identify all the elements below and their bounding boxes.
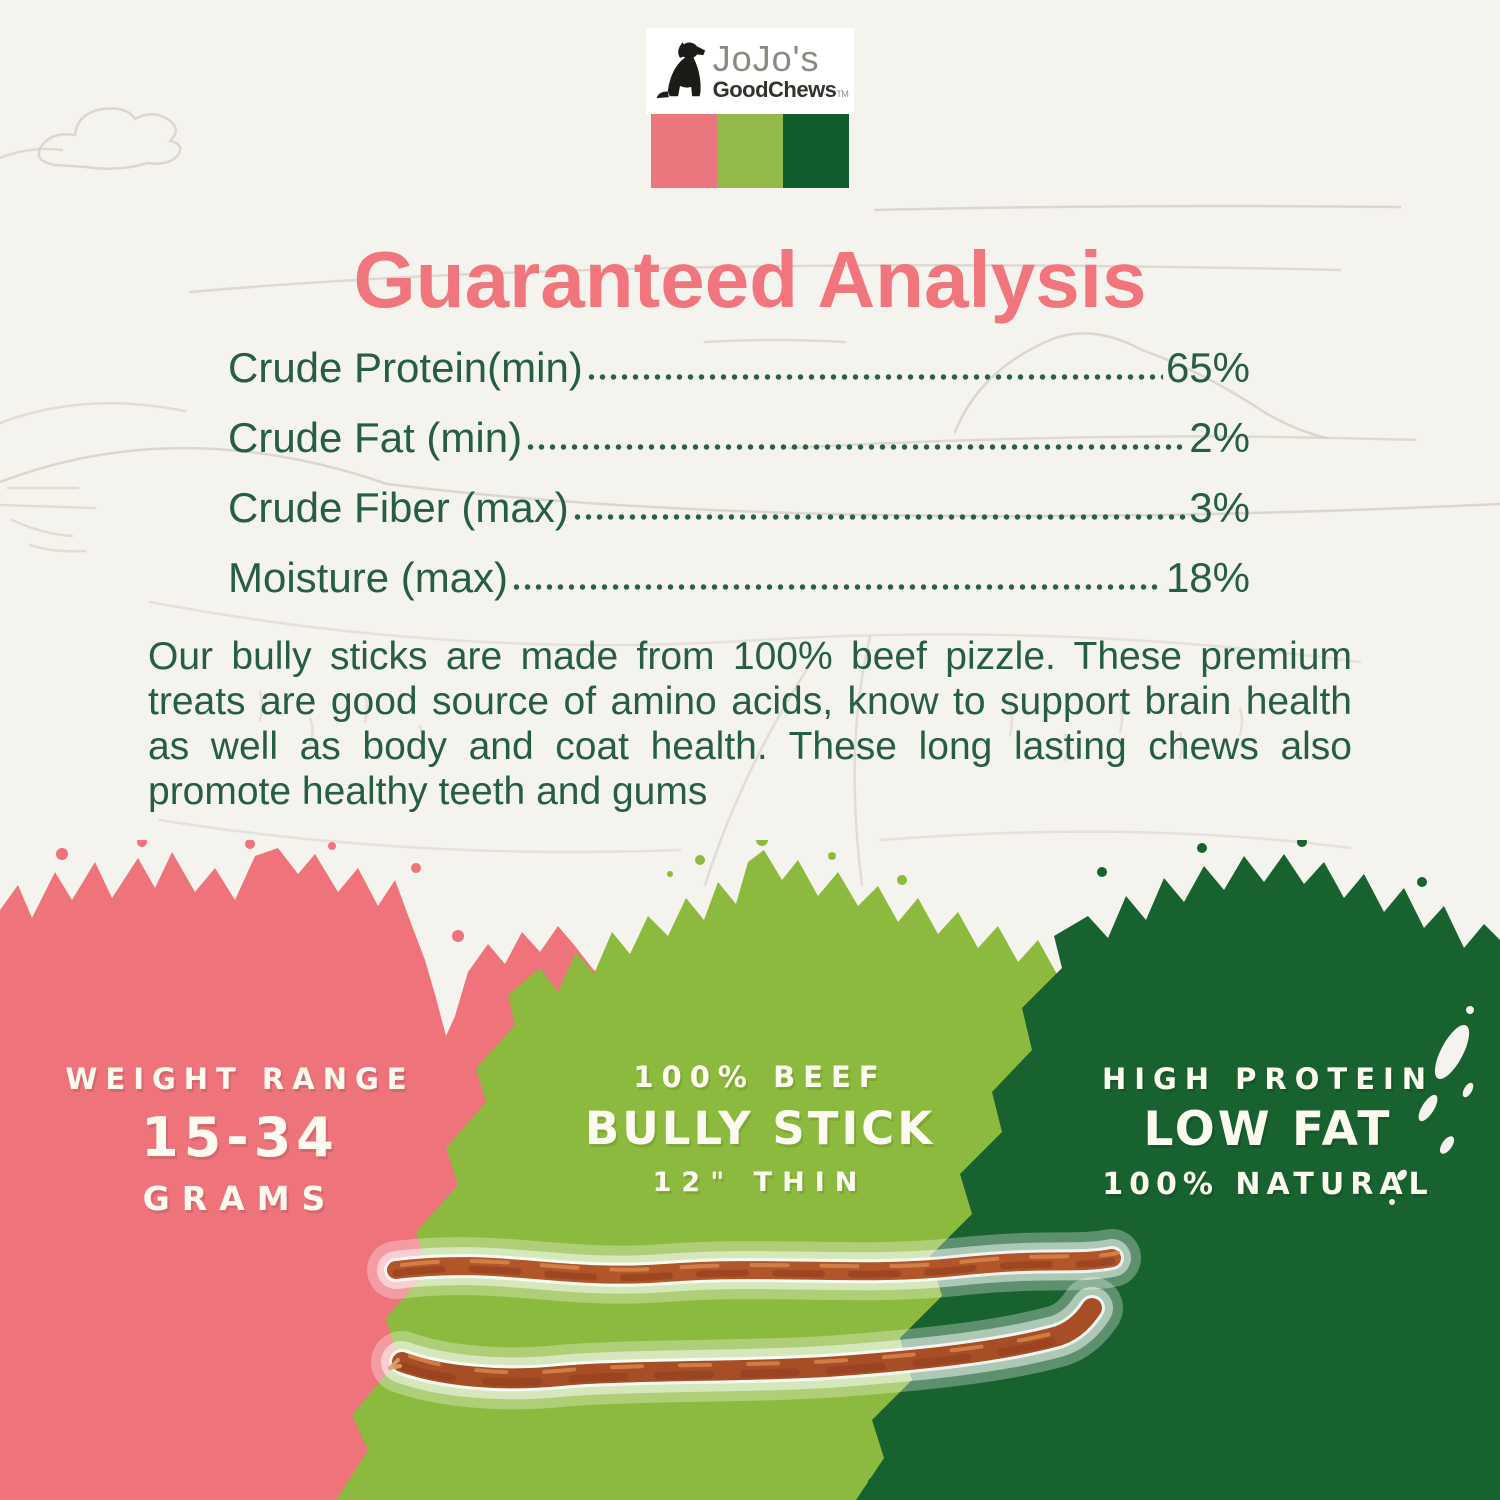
dot-leader: [511, 581, 1163, 594]
swatch-pink: [651, 114, 717, 188]
analysis-label: Crude Fat (min): [228, 414, 523, 462]
badge-line: HIGH PROTEIN: [1101, 1062, 1435, 1096]
analysis-row-crude-fiber: Crude Fiber (max) 3%: [228, 486, 1250, 530]
brand-color-swatches: [651, 114, 849, 188]
weight-range-badge: WEIGHT RANGE 15-34 GRAMS: [40, 1062, 440, 1218]
analysis-label: Moisture (max): [228, 554, 509, 602]
analysis-label: Crude Protein(min): [228, 344, 583, 391]
bully-stick-2: [392, 1298, 1102, 1389]
swatch-light-green: [717, 114, 783, 188]
product-description: Our bully sticks are made from 100% beef…: [148, 635, 1352, 813]
logo-text: JoJo's GoodChewsTM: [713, 41, 849, 101]
dot-leader: [571, 511, 1187, 524]
analysis-value: 65%: [1165, 344, 1250, 391]
dot-leader: [585, 371, 1163, 384]
brand-logo: JoJo's GoodChewsTM: [646, 28, 854, 188]
logo-box: JoJo's GoodChewsTM: [646, 28, 854, 114]
paint-splash-footer: [0, 840, 1500, 1500]
brand-name-bottom: GoodChewsTM: [712, 77, 849, 102]
analysis-row-crude-fat: Crude Fat (min) 2%: [228, 414, 1250, 462]
analysis-row-crude-protein: Crude Protein(min) 65%: [228, 344, 1250, 391]
product-type-badge: 100% BEEF BULLY STICK 12" THIN: [560, 1060, 960, 1198]
brand-name-top: JoJo's: [712, 38, 820, 79]
badge-line: 100% BEEF: [633, 1060, 887, 1094]
analysis-label: Crude Fiber (max): [228, 484, 569, 532]
badge-line: 12" THIN: [652, 1167, 868, 1198]
nutrition-claims-badge: HIGH PROTEIN LOW FAT 100% NATURAL: [1068, 1062, 1468, 1202]
badge-line: WEIGHT RANGE: [65, 1062, 415, 1096]
swatch-dark-green: [783, 114, 849, 188]
analysis-value: 2%: [1189, 414, 1250, 462]
analysis-value: 3%: [1189, 484, 1250, 532]
dog-silhouette-icon: [656, 42, 705, 99]
page-title: Guaranteed Analysis: [353, 235, 1147, 324]
bully-sticks-image: [367, 1229, 1141, 1410]
badge-line: 15-34: [141, 1106, 339, 1169]
white-spray-detail: [1389, 1006, 1474, 1205]
badge-line: GRAMS: [142, 1179, 338, 1218]
trademark-mark: TM: [836, 89, 849, 99]
badge-line: LOW FAT: [1143, 1102, 1393, 1157]
badge-line: BULLY STICK: [584, 1102, 936, 1155]
badge-line: 100% NATURAL: [1102, 1167, 1434, 1202]
dot-leader: [525, 441, 1187, 454]
analysis-table: Crude Protein(min) 65% Crude Fat (min) 2…: [228, 344, 1250, 600]
analysis-value: 18%: [1165, 554, 1250, 602]
analysis-row-moisture: Moisture (max) 18%: [228, 556, 1250, 600]
